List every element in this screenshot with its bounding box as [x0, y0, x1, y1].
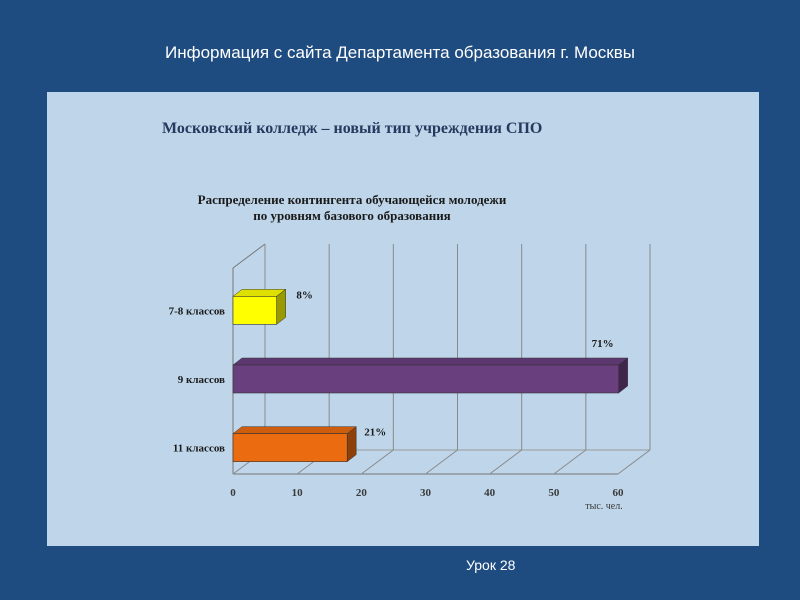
- grid-depth-line: [425, 449, 458, 475]
- x-tick-label: 30: [420, 487, 432, 499]
- data-label: 71%: [592, 338, 614, 350]
- chart-title: Распределение контингента обучающейся мо…: [177, 192, 527, 224]
- bar-top-face: [232, 426, 357, 434]
- data-label: 8%: [296, 289, 313, 301]
- data-label: 21%: [364, 427, 386, 439]
- chart-title-line1: Распределение контингента обучающейся мо…: [197, 192, 507, 207]
- x-tick-label: 0: [230, 487, 236, 499]
- category-label: 9 классов: [178, 374, 225, 386]
- axis-top-depth: [232, 243, 266, 269]
- grid-depth-line: [553, 449, 587, 475]
- x-tick-label: 10: [292, 487, 304, 499]
- bar: [232, 296, 277, 325]
- grid-depth-line: [361, 449, 394, 475]
- slide-footer: Урок 28: [466, 557, 516, 573]
- x-tick-label: 40: [484, 487, 496, 499]
- slide-title: Информация с сайта Департамента образова…: [165, 43, 635, 62]
- x-tick-label: 50: [548, 487, 560, 499]
- bar: [232, 364, 619, 394]
- x-tick-label: 60: [613, 487, 625, 499]
- bar-top-face: [232, 357, 629, 366]
- grid-depth-line: [617, 449, 651, 475]
- bar: [232, 433, 348, 462]
- x-tick-label: 20: [356, 487, 368, 499]
- chart-panel: Московский колледж – новый тип учреждени…: [47, 92, 759, 546]
- category-label: 7-8 классов: [169, 305, 225, 317]
- panel-title: Московский колледж – новый тип учреждени…: [162, 120, 543, 137]
- grid-depth-line: [489, 449, 522, 475]
- bar-chart: 0 10 20 30 40 50 60 тыс. чел. 7-8 классов 8% 9 кла…: [169, 243, 651, 512]
- x-axis-label: тыс. чел.: [585, 501, 623, 512]
- chart-title-line2: по уровням базового образования: [253, 208, 451, 223]
- category-label: 11 классов: [173, 443, 225, 455]
